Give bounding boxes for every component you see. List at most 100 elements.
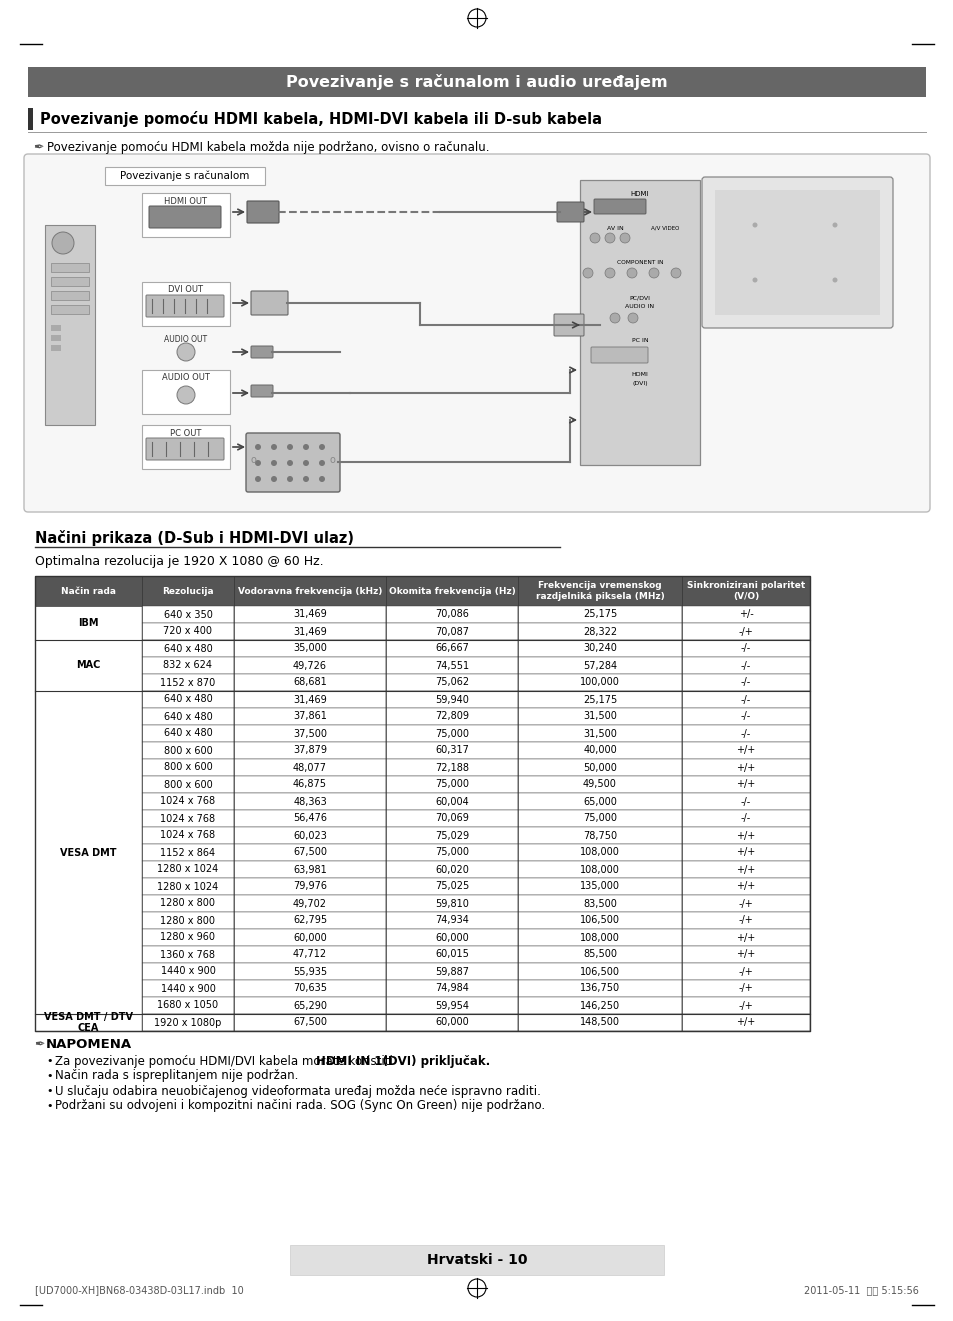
Text: 37,861: 37,861	[293, 712, 327, 721]
Bar	[142, 844, 233, 861]
Bar	[35, 576, 809, 606]
Text: +/+: +/+	[736, 950, 755, 959]
Text: 70,086: 70,086	[435, 609, 469, 620]
Text: 59,954: 59,954	[435, 1000, 469, 1011]
Text: 800 x 600: 800 x 600	[164, 779, 213, 790]
Bar	[51, 277, 89, 287]
Circle shape	[609, 313, 619, 324]
FancyBboxPatch shape	[251, 291, 288, 314]
Bar	[517, 861, 681, 878]
Bar	[386, 742, 517, 760]
Text: 49,702: 49,702	[293, 898, 327, 909]
Bar	[517, 878, 681, 896]
Text: Rezolucija: Rezolucija	[162, 587, 213, 596]
Bar	[142, 997, 233, 1015]
Bar	[142, 775, 233, 793]
Bar	[517, 708, 681, 725]
Bar	[142, 911, 233, 929]
Text: 100,000: 100,000	[579, 678, 619, 687]
Text: 70,069: 70,069	[435, 814, 469, 823]
Text: 720 x 400: 720 x 400	[163, 626, 213, 637]
Text: 62,795: 62,795	[293, 915, 327, 926]
Bar	[233, 674, 386, 691]
Bar	[386, 624, 517, 639]
Text: Povezivanje s računalom i audio uređajem: Povezivanje s računalom i audio uređajem	[286, 74, 667, 90]
Bar	[517, 827, 681, 844]
Text: 35,000: 35,000	[293, 643, 327, 654]
Circle shape	[52, 232, 74, 254]
Bar	[386, 911, 517, 929]
Circle shape	[287, 476, 293, 482]
Bar	[142, 946, 233, 963]
Bar	[233, 708, 386, 725]
Text: Način rada: Način rada	[61, 587, 116, 596]
FancyBboxPatch shape	[590, 347, 647, 363]
Bar	[233, 691, 386, 708]
FancyBboxPatch shape	[149, 206, 221, 229]
Text: 106,500: 106,500	[579, 967, 619, 976]
Text: COMPONENT IN: COMPONENT IN	[616, 259, 662, 264]
Text: NAPOMENA: NAPOMENA	[46, 1038, 132, 1052]
Text: AUDIO IN: AUDIO IN	[625, 305, 654, 309]
Text: 1680 x 1050: 1680 x 1050	[157, 1000, 218, 1011]
Bar	[51, 325, 61, 332]
Bar	[51, 336, 61, 341]
Bar	[681, 929, 809, 946]
Bar	[681, 911, 809, 929]
Bar	[28, 67, 925, 96]
Bar	[681, 946, 809, 963]
Bar	[35, 1015, 142, 1030]
Bar	[142, 929, 233, 946]
Bar	[681, 657, 809, 674]
Circle shape	[271, 444, 276, 450]
Bar	[386, 878, 517, 896]
Text: 46,875: 46,875	[293, 779, 327, 790]
Text: -/-: -/-	[740, 678, 750, 687]
Circle shape	[318, 476, 325, 482]
Text: VESA DMT: VESA DMT	[60, 848, 116, 857]
Text: 74,984: 74,984	[435, 984, 469, 993]
Bar	[681, 896, 809, 911]
Text: A/V VIDEO: A/V VIDEO	[650, 226, 679, 230]
Text: 85,500: 85,500	[582, 950, 617, 959]
Text: +/+: +/+	[736, 745, 755, 756]
Text: -/-: -/-	[740, 695, 750, 704]
Circle shape	[177, 386, 194, 404]
Text: o: o	[330, 454, 335, 465]
Text: 68,681: 68,681	[293, 678, 327, 687]
Bar	[386, 929, 517, 946]
Bar	[386, 606, 517, 624]
Bar	[142, 963, 233, 980]
Bar	[517, 760, 681, 775]
Bar	[517, 691, 681, 708]
FancyBboxPatch shape	[146, 295, 224, 317]
Text: HDMI: HDMI	[630, 192, 649, 197]
Bar	[233, 1015, 386, 1030]
Bar	[386, 844, 517, 861]
Bar	[142, 708, 233, 725]
Circle shape	[604, 232, 615, 243]
Text: 48,363: 48,363	[293, 797, 327, 807]
Bar	[386, 997, 517, 1015]
Text: 75,029: 75,029	[435, 831, 469, 840]
Text: HDMI OUT: HDMI OUT	[164, 197, 208, 206]
Text: 63,981: 63,981	[293, 864, 327, 875]
Bar	[386, 775, 517, 793]
Text: 640 x 480: 640 x 480	[164, 712, 213, 721]
Text: 832 x 624: 832 x 624	[163, 660, 213, 671]
FancyBboxPatch shape	[594, 199, 645, 214]
Bar	[233, 844, 386, 861]
Bar	[386, 810, 517, 827]
Bar	[142, 624, 233, 639]
Text: HDMI IN 1(DVI) priključak.: HDMI IN 1(DVI) priključak.	[315, 1054, 490, 1067]
Text: +/+: +/+	[736, 881, 755, 892]
Bar	[233, 639, 386, 657]
Bar	[681, 708, 809, 725]
Bar	[35, 606, 142, 639]
Circle shape	[604, 268, 615, 277]
Text: 57,284: 57,284	[582, 660, 617, 671]
Circle shape	[303, 476, 309, 482]
Text: 25,175: 25,175	[582, 695, 617, 704]
Bar	[233, 624, 386, 639]
Circle shape	[271, 476, 276, 482]
